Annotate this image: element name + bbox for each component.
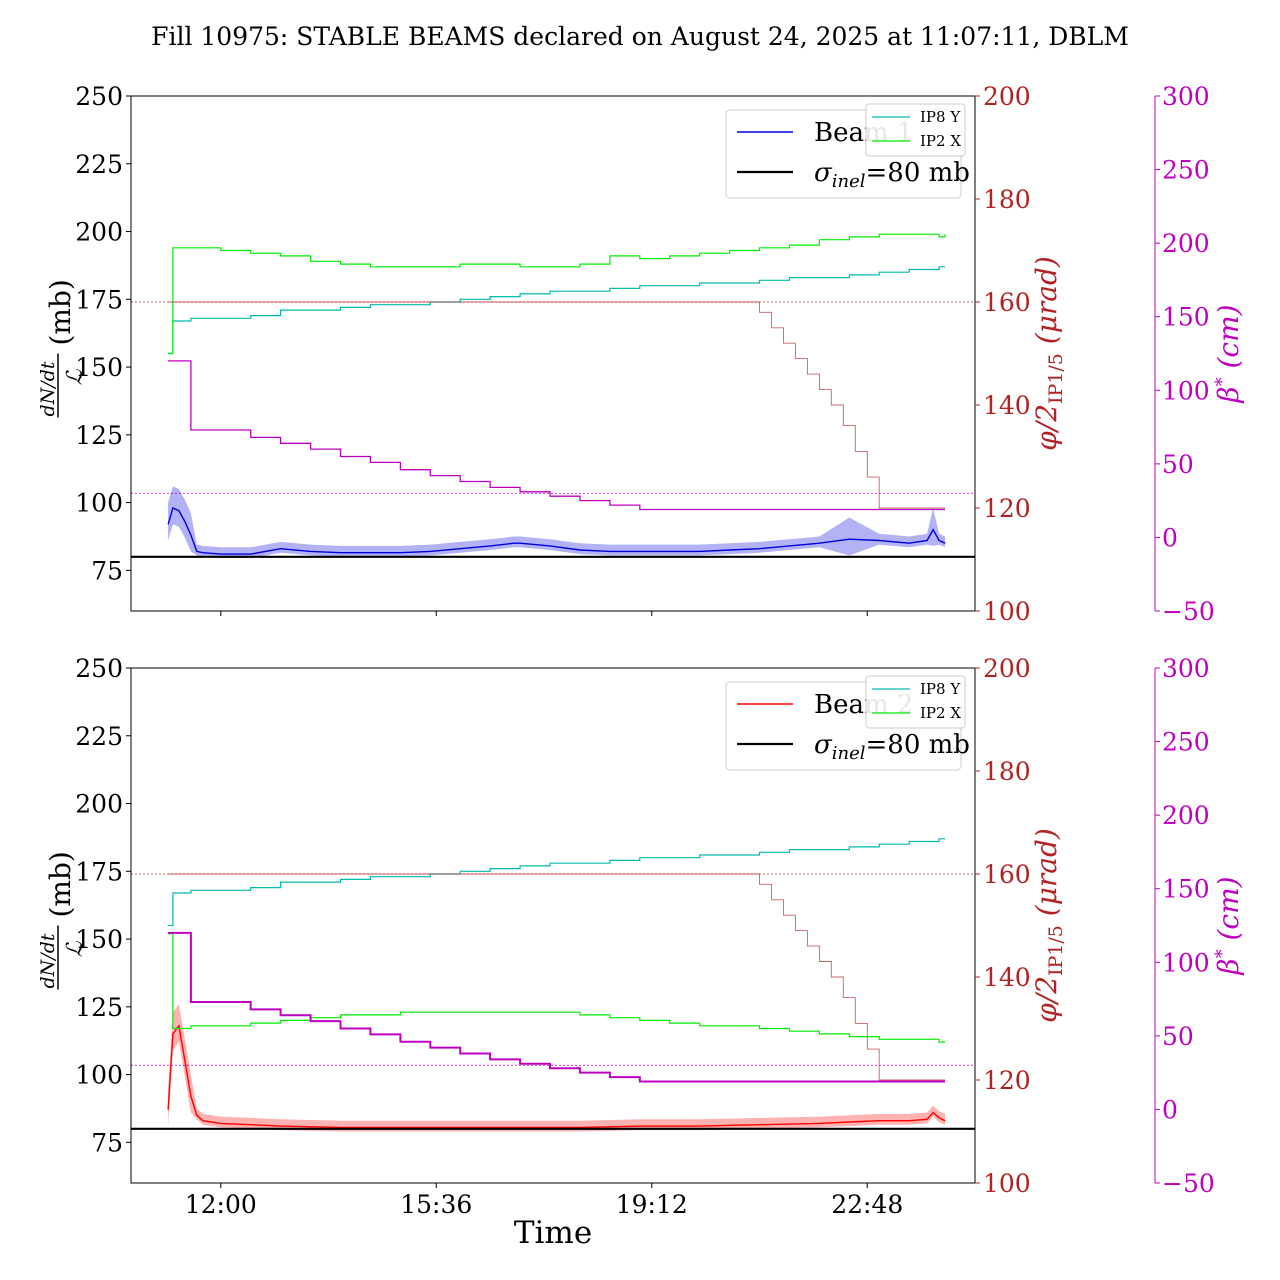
- phi-axis-label: φ/2IP1/5 (μrad): [1030, 828, 1067, 1023]
- ip8-y-line: [168, 838, 946, 927]
- phi-tick-label: 100: [983, 1169, 1031, 1198]
- phi-tick-label: 120: [983, 494, 1031, 523]
- phi-line: [168, 301, 946, 509]
- legend-small: IP8 Y IP2 X: [865, 675, 966, 729]
- ip8-y-line: [168, 266, 946, 355]
- beta-tick-label: 200: [1162, 801, 1210, 830]
- beam-2-line: [167, 1024, 946, 1129]
- beta-axis-label: β* (cm): [1212, 876, 1245, 975]
- phi-tick-label: 160: [983, 288, 1031, 317]
- beta-line: [168, 360, 946, 511]
- beta-tick-label: 100: [1162, 376, 1210, 405]
- panel-bottom: 75 100 125 150 175 200 225 250 100 120 140 160 180 20…: [37, 654, 1245, 1219]
- phi-tick-label: 200: [983, 654, 1031, 683]
- beta-tick-label: −50: [1162, 597, 1215, 626]
- phi-line: [168, 873, 946, 1081]
- phi-tick-label: 140: [983, 963, 1031, 992]
- left-axis-label-unit: (mb): [44, 279, 77, 345]
- beta-tick-label: 0: [1162, 1095, 1178, 1124]
- beta-tick-label: 300: [1162, 654, 1210, 683]
- left-tick-label: 250: [75, 82, 123, 111]
- x-tick-label: 12:00: [185, 1190, 257, 1219]
- x-tick-label: 22:48: [831, 1190, 903, 1219]
- plot-frame: [130, 95, 976, 612]
- left-tick-label: 125: [75, 993, 123, 1022]
- beta-tick-label: 100: [1162, 948, 1210, 977]
- left-tick-label: 225: [75, 150, 123, 179]
- left-tick-label: 100: [75, 489, 123, 518]
- left-tick-label: 175: [75, 857, 123, 886]
- beam-1-line: [167, 507, 946, 555]
- beta-tick-label: 250: [1162, 156, 1210, 185]
- plot-frame: [130, 667, 976, 1184]
- legend-small: IP8 Y IP2 X: [865, 103, 966, 157]
- legend-sigma-label: σinel=80 mb: [814, 158, 970, 192]
- left-tick-label: 175: [75, 285, 123, 314]
- left-tick-label: 125: [75, 421, 123, 450]
- beam-2-band: [168, 1004, 946, 1132]
- beta-line: [168, 931, 946, 1083]
- legend-ip8-label: IP8 Y: [920, 680, 961, 698]
- phi-tick-label: 140: [983, 391, 1031, 420]
- x-tick-label: 19:12: [616, 1190, 688, 1219]
- phi-tick-label: 180: [983, 185, 1031, 214]
- plot-area: [131, 838, 975, 1132]
- beta-tick-label: 150: [1162, 875, 1210, 904]
- beta-tick-label: 50: [1162, 450, 1194, 479]
- left-tick-label: 200: [75, 218, 123, 247]
- phi-tick-label: 180: [983, 757, 1031, 786]
- left-axis-label-fraction: dN/dt ℒ: [37, 361, 88, 416]
- beta-tick-label: 50: [1162, 1022, 1194, 1051]
- phi-axis-label: φ/2IP1/5 (μrad): [1030, 256, 1067, 451]
- left-tick-label: 100: [75, 1061, 123, 1090]
- legend-ip2-label: IP2 X: [920, 132, 961, 150]
- figure-title: Fill 10975: STABLE BEAMS declared on Aug…: [151, 22, 1129, 51]
- left-axis-label: dN/dt ℒ (mb): [37, 279, 88, 418]
- beta-tick-label: 0: [1162, 523, 1178, 552]
- left-tick-label: 150: [75, 353, 123, 382]
- phi-tick-label: 200: [983, 82, 1031, 111]
- x-axis-label: Time: [514, 1215, 592, 1251]
- beta-tick-label: −50: [1162, 1169, 1215, 1198]
- panel-top: 75 100 125 150 175 200 225 250 100 120 140 160 180 20…: [37, 82, 1245, 626]
- beta-tick-label: 250: [1162, 728, 1210, 757]
- phi-tick-label: 100: [983, 597, 1031, 626]
- left-tick-label: 75: [91, 556, 123, 585]
- legend-ip2-label: IP2 X: [920, 704, 961, 722]
- plot-area: [131, 233, 975, 559]
- left-axis-label-fraction: dN/dt ℒ: [37, 933, 88, 988]
- left-tick-label: 150: [75, 925, 123, 954]
- phi-tick-label: 120: [983, 1066, 1031, 1095]
- left-tick-label: 200: [75, 790, 123, 819]
- beta-tick-label: 300: [1162, 82, 1210, 111]
- beta-tick-label: 150: [1162, 303, 1210, 332]
- left-tick-label: 75: [91, 1128, 123, 1157]
- legend-sigma-label: σinel=80 mb: [814, 730, 970, 764]
- phi-tick-label: 160: [983, 860, 1031, 889]
- left-axis-label-unit: (mb): [44, 851, 77, 917]
- x-tick-label: 15:36: [400, 1190, 472, 1219]
- beta-axis-label: β* (cm): [1212, 304, 1245, 403]
- left-tick-label: 250: [75, 654, 123, 683]
- left-tick-label: 225: [75, 722, 123, 751]
- ip2-x-line: [168, 233, 946, 355]
- beta-tick-label: 200: [1162, 229, 1210, 258]
- legend-ip8-label: IP8 Y: [920, 108, 961, 126]
- ip2-x-line: [168, 933, 946, 1043]
- left-axis-label: dN/dt ℒ (mb): [37, 851, 88, 990]
- beam-1-band: [168, 486, 946, 559]
